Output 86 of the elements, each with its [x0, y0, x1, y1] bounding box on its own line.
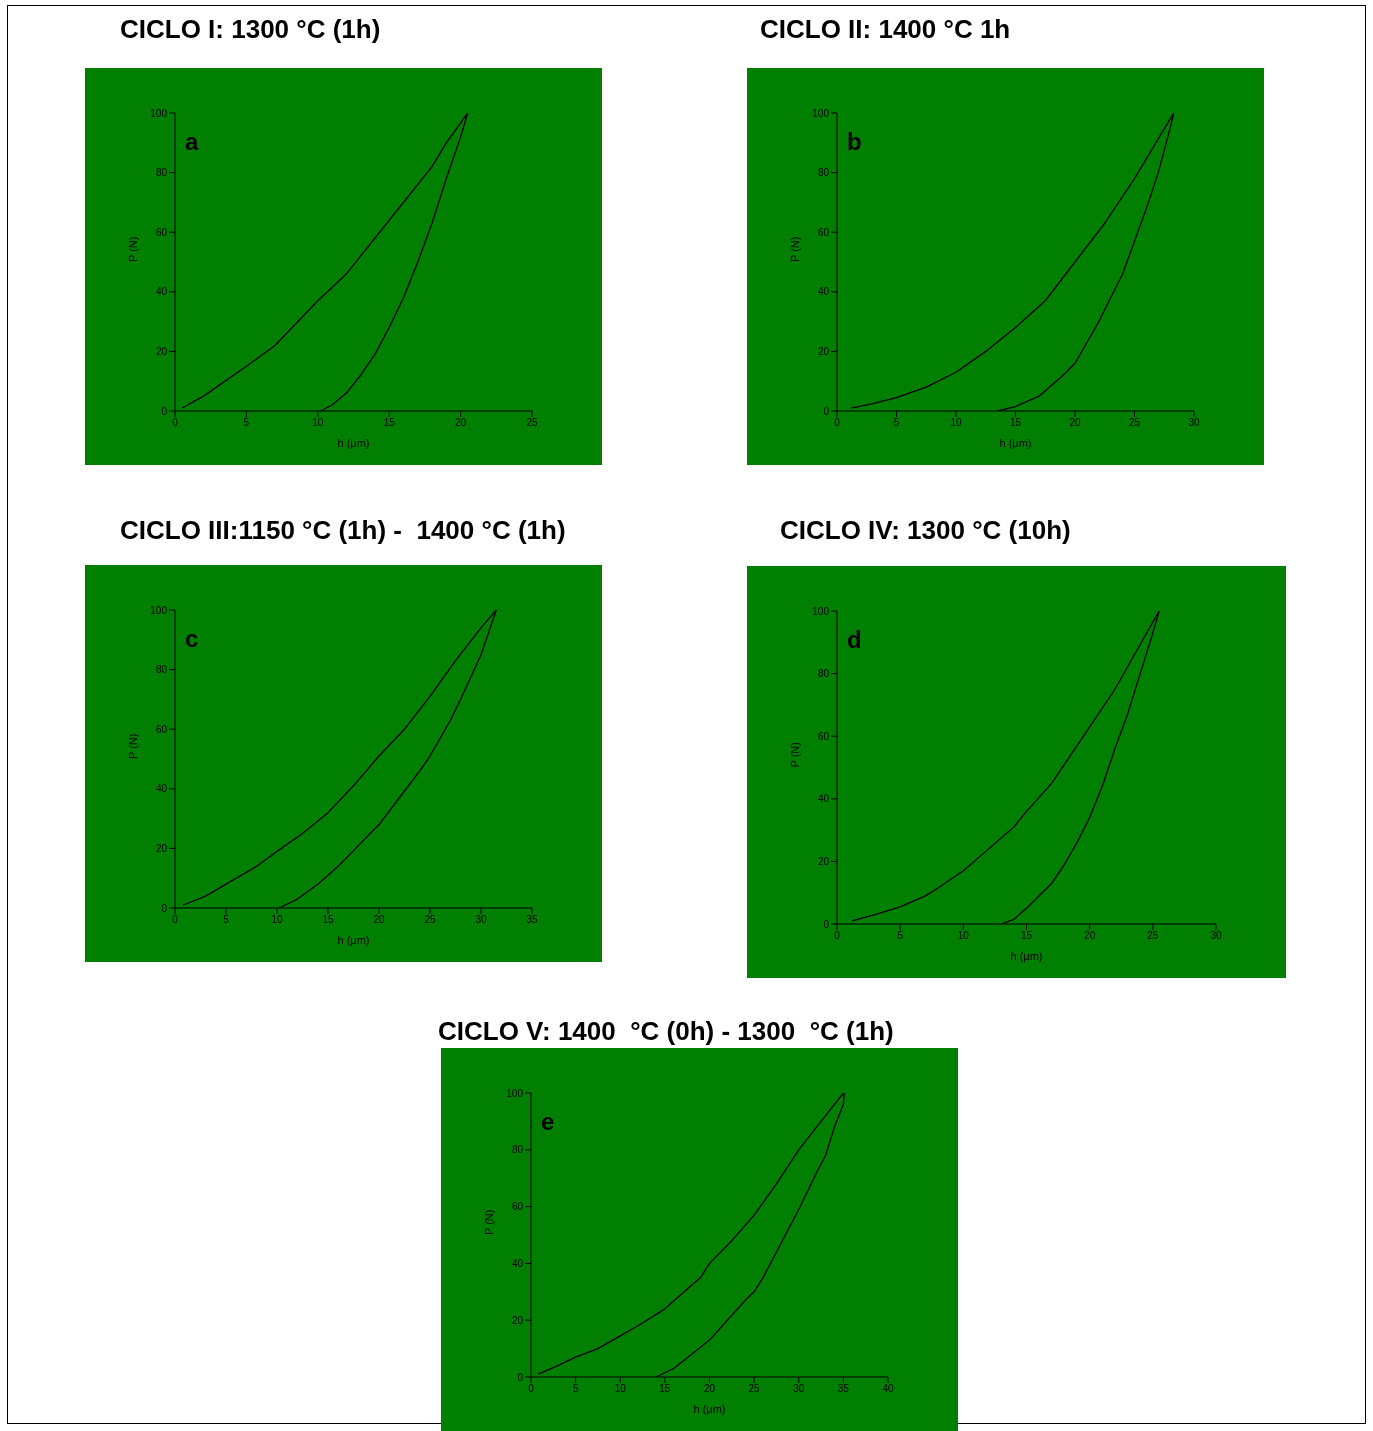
x-axis-title: h (μm): [1010, 950, 1043, 962]
x-tick-label: 25: [1128, 417, 1141, 429]
annotation: d: [847, 626, 862, 654]
x-tick-label: 35: [837, 1383, 850, 1395]
y-tick-label: 40: [817, 793, 830, 805]
y-tick-label: 20: [155, 842, 168, 854]
x-tick-label: 20: [703, 1383, 716, 1395]
y-tick-label: 40: [155, 286, 168, 298]
x-tick-label: 10: [957, 930, 970, 942]
y-tick-label: 80: [155, 167, 168, 179]
x-tick-label: 10: [312, 417, 324, 429]
x-tick-label: 10: [950, 417, 962, 429]
chart-title: CICLO V: 1400 °C (0h) - 1300 °C (1h): [438, 1016, 894, 1047]
x-tick-label: 20: [1084, 930, 1096, 942]
x-tick-label: 25: [748, 1383, 761, 1395]
annotation: a: [185, 128, 199, 156]
y-tick-label: 60: [155, 226, 168, 238]
y-tick-label: 0: [823, 405, 830, 417]
y-tick-label: 40: [817, 286, 830, 298]
x-tick-label: 10: [614, 1383, 627, 1395]
y-axis-title: P (N): [126, 733, 139, 759]
y-tick-label: 20: [817, 855, 830, 867]
x-tick-label: 35: [526, 914, 538, 926]
annotation: b: [847, 128, 862, 156]
x-tick-label: 0: [834, 930, 841, 942]
x-tick-label: 15: [1020, 930, 1033, 942]
x-tick-label: 30: [1210, 930, 1222, 942]
y-tick-label: 20: [817, 345, 830, 357]
x-tick-label: 0: [834, 417, 841, 429]
x-tick-label: 20: [455, 417, 467, 429]
y-tick-label: 20: [511, 1314, 524, 1326]
y-tick-label: 100: [812, 107, 830, 119]
y-tick-label: 100: [506, 1087, 524, 1099]
y-tick-label: 60: [155, 723, 168, 735]
y-tick-label: 60: [511, 1201, 524, 1213]
y-tick-label: 100: [150, 604, 168, 616]
x-tick-label: 0: [172, 914, 179, 926]
y-tick-label: 0: [161, 405, 168, 417]
x-tick-label: 0: [172, 417, 179, 429]
y-axis-title: P (N): [126, 236, 139, 262]
annotation: e: [541, 1108, 555, 1136]
y-tick-label: 80: [155, 664, 168, 676]
y-tick-label: 100: [812, 605, 830, 617]
x-tick-label: 25: [424, 914, 436, 926]
x-tick-label: 15: [1009, 417, 1022, 429]
y-tick-label: 60: [817, 226, 830, 238]
y-tick-label: 0: [517, 1371, 524, 1383]
x-tick-label: 25: [1147, 930, 1159, 942]
chart-title: CICLO I: 1300 °C (1h): [120, 14, 381, 45]
x-tick-label: 0: [528, 1383, 535, 1395]
y-axis-title: P (N): [482, 1209, 495, 1235]
x-tick-label: 20: [1069, 417, 1081, 429]
chart-title: CICLO IV: 1300 °C (10h): [780, 515, 1071, 546]
x-tick-label: 5: [893, 417, 900, 429]
x-tick-label: 5: [572, 1383, 579, 1395]
y-tick-label: 40: [511, 1257, 524, 1269]
y-tick-label: 80: [817, 167, 830, 179]
x-tick-label: 25: [526, 417, 538, 429]
x-tick-label: 15: [322, 914, 334, 926]
chart-title: CICLO III:1150 °C (1h) - 1400 °C (1h): [120, 515, 566, 546]
x-tick-label: 20: [373, 914, 385, 926]
y-tick-label: 80: [511, 1144, 524, 1156]
y-axis-title: P (N): [788, 742, 801, 768]
annotation: c: [185, 625, 199, 653]
x-axis-title: h (μm): [337, 437, 370, 449]
x-tick-label: 5: [897, 930, 904, 942]
x-tick-label: 40: [882, 1383, 894, 1395]
x-axis-title: h (μm): [999, 437, 1032, 449]
x-tick-label: 5: [223, 914, 230, 926]
y-axis-title: P (N): [788, 236, 801, 262]
x-tick-label: 15: [659, 1383, 671, 1395]
x-tick-label: 30: [475, 914, 487, 926]
x-axis-title: h (μm): [693, 1403, 726, 1415]
x-tick-label: 5: [243, 417, 250, 429]
x-tick-label: 10: [271, 914, 283, 926]
x-tick-label: 30: [793, 1383, 805, 1395]
x-axis-title: h (μm): [337, 934, 370, 946]
x-tick-label: 30: [1188, 417, 1200, 429]
y-tick-label: 60: [817, 730, 830, 742]
y-tick-label: 20: [155, 345, 168, 357]
y-tick-label: 80: [817, 668, 830, 680]
y-tick-label: 40: [155, 783, 168, 795]
x-tick-label: 15: [383, 417, 396, 429]
chart-title: CICLO II: 1400 °C 1h: [760, 14, 1011, 45]
y-tick-label: 0: [161, 902, 168, 914]
y-tick-label: 100: [150, 107, 168, 119]
